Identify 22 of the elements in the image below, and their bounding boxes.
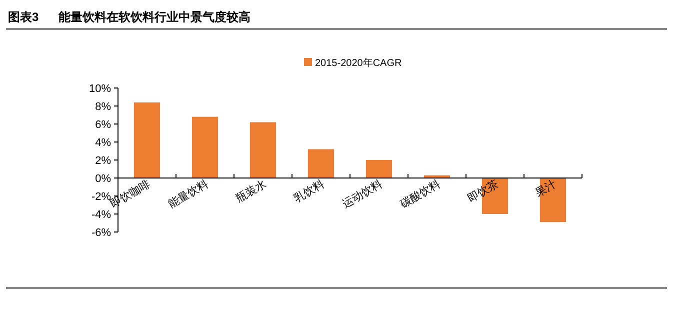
y-tick-label: 8% (95, 101, 112, 113)
y-tick-label: 2% (95, 155, 112, 167)
y-tick-label: 0% (95, 173, 112, 185)
x-tick-label: 瓶装水 (233, 177, 268, 206)
x-tick-label: 果汁 (532, 177, 558, 200)
y-tick-label: 6% (95, 119, 112, 131)
bar (192, 116, 218, 178)
chart-title: 图表3 能量饮料在软饮料行业中景气度较高 (8, 10, 251, 24)
y-tick-label: 4% (95, 137, 112, 149)
x-tick-label: 运动饮料 (340, 177, 384, 211)
y-tick-label: -4% (91, 209, 112, 221)
bar (250, 122, 276, 178)
bar (134, 102, 160, 178)
y-tick-label: 10% (88, 83, 112, 95)
x-tick-label: 乳饮料 (291, 177, 326, 206)
bar (308, 149, 334, 178)
x-tick-label: 能量饮料 (166, 177, 210, 211)
x-tick-label: 即饮茶 (465, 177, 500, 206)
bar (366, 160, 392, 178)
legend-label: 2015-2020年CAGR (315, 57, 402, 69)
x-tick-label: 碳酸饮料 (397, 177, 442, 212)
y-tick-label: -6% (91, 227, 112, 239)
